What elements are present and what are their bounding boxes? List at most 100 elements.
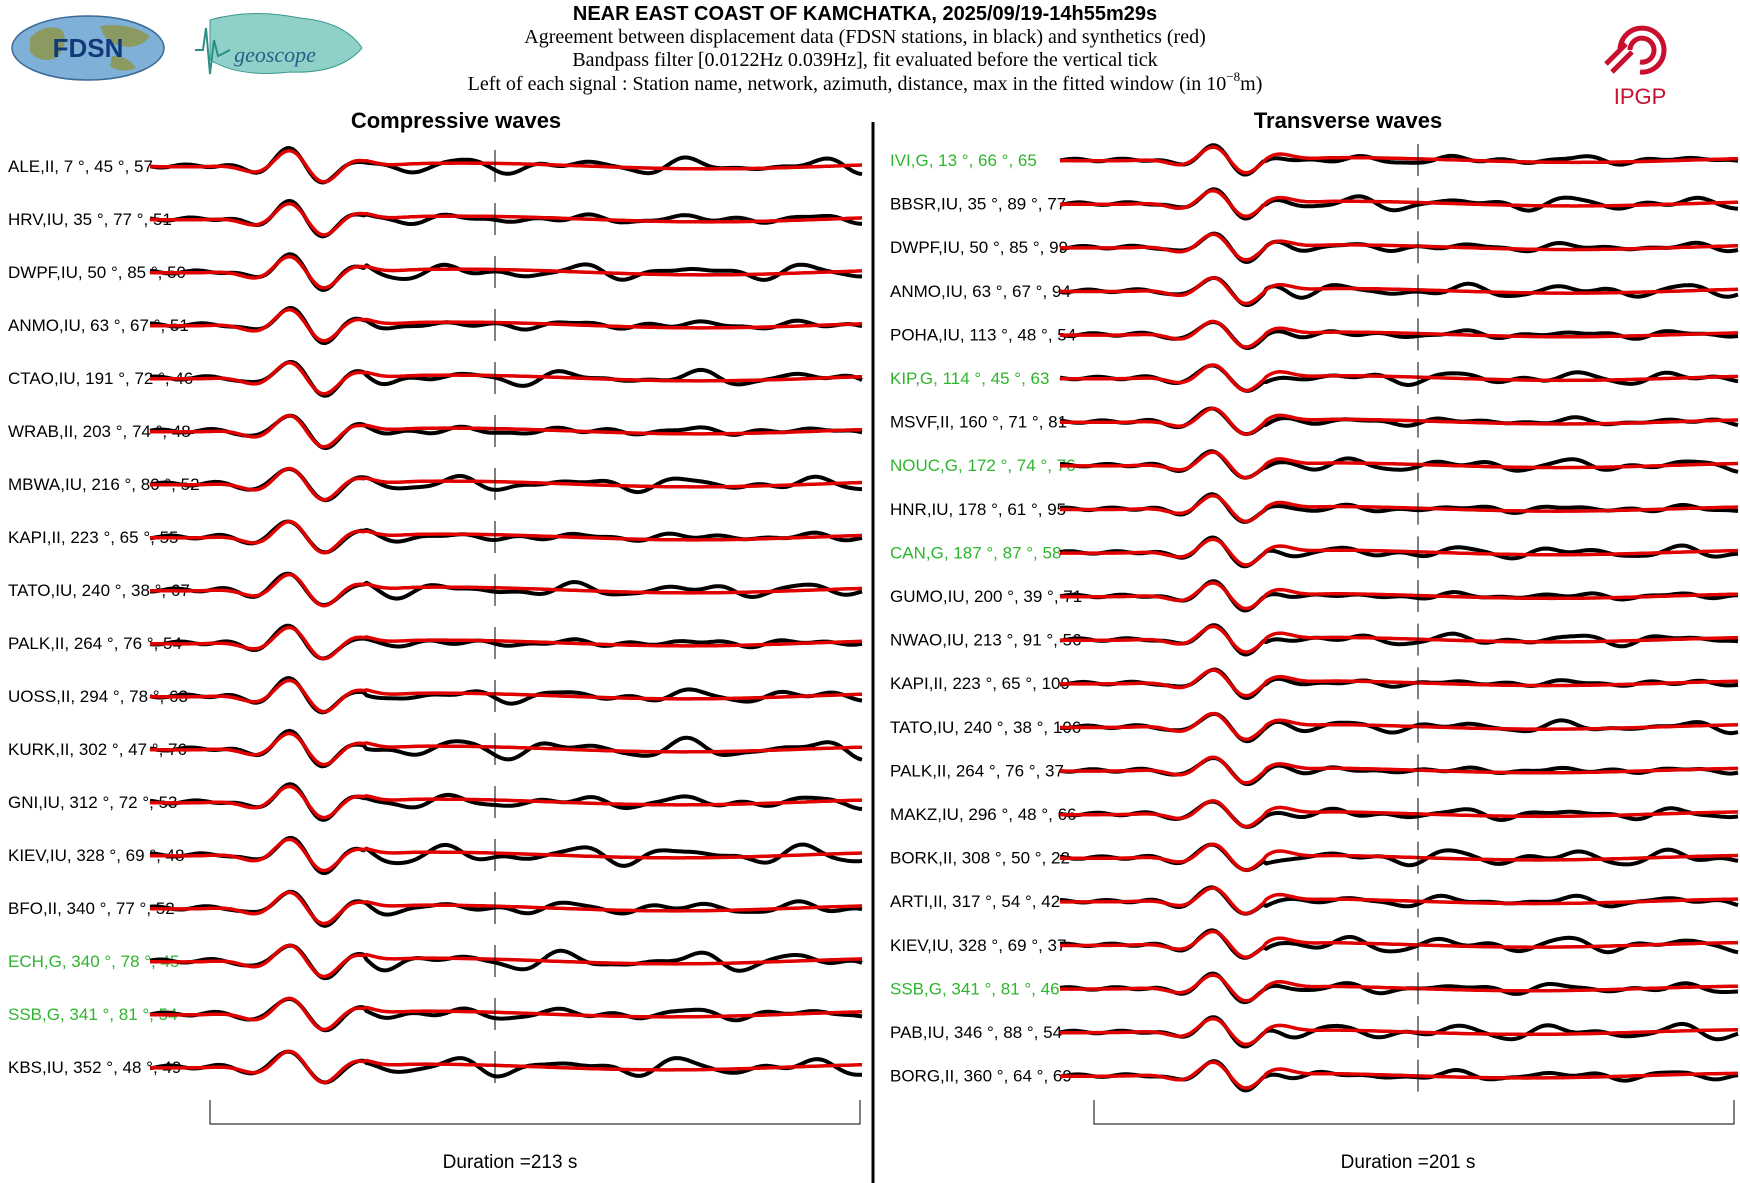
data-waveform	[149, 519, 863, 555]
station-trace: KAPI,II, 223 °, 65 °, 109	[890, 667, 1739, 701]
station-trace: ANMO,IU, 63 °, 67 °, 94	[890, 274, 1739, 308]
station-label: KIEV,IU, 328 °, 69 °, 37	[890, 936, 1066, 955]
synthetic-waveform	[150, 413, 863, 449]
synthetic-waveform	[1060, 1060, 1738, 1090]
subtitle-bandpass: Bandpass filter [0.0122Hz 0.039Hz], fit …	[572, 49, 1157, 71]
station-trace: TATO,IU, 240 °, 38 °, 106	[890, 710, 1739, 744]
station-label: ECH,G, 340 °, 78 °, 45	[8, 952, 179, 971]
station-label: CTAO,IU, 191 °, 72 °, 46	[8, 369, 193, 388]
station-label: UOSS,II, 294 °, 78 °, 63	[8, 687, 188, 706]
synthetic-waveform	[150, 307, 863, 343]
station-label: SSB,G, 341 °, 81 °, 54	[8, 1005, 178, 1024]
station-trace: KIP,G, 114 °, 45 °, 63	[890, 362, 1739, 394]
compressive-panel: ALE,II, 7 °, 45 °, 57 HRV,IU, 35 °, 77 °,…	[8, 146, 863, 1085]
station-trace: CTAO,IU, 191 °, 72 °, 46	[8, 360, 863, 398]
station-trace: POHA,IU, 113 °, 48 °, 54	[890, 318, 1739, 351]
station-trace: BFO,II, 340 °, 77 °, 52	[8, 889, 863, 928]
synthetic-waveform	[150, 837, 863, 873]
station-label: ANMO,IU, 63 °, 67 °, 51	[8, 316, 189, 335]
station-trace: GUMO,IU, 200 °, 39 °, 71	[890, 579, 1738, 613]
station-trace: SSB,G, 341 °, 81 °, 54	[8, 996, 863, 1033]
station-label: DWPF,IU, 50 °, 85 °, 50	[8, 263, 186, 282]
station-trace: ARTI,II, 317 °, 54 °, 42	[890, 885, 1739, 918]
station-trace: BORG,II, 360 °, 64 °, 69	[890, 1059, 1739, 1093]
synthetic-waveform	[150, 201, 863, 237]
data-waveform	[149, 198, 862, 239]
station-trace: BORK,II, 308 °, 50 °, 22	[890, 841, 1739, 874]
station-trace: TATO,IU, 240 °, 38 °, 67	[8, 571, 863, 608]
station-label: MSVF,II, 160 °, 71 °, 81	[890, 413, 1067, 432]
station-label: BFO,II, 340 °, 77 °, 52	[8, 899, 175, 918]
station-label: NWAO,IU, 213 °, 91 °, 56	[890, 631, 1082, 650]
synthetic-waveform	[150, 943, 863, 979]
synthetic-waveform	[150, 784, 863, 820]
station-label: CAN,G, 187 °, 87 °, 58	[890, 543, 1061, 562]
synthetic-waveform	[1060, 276, 1739, 306]
figure-title: NEAR EAST COAST OF KAMCHATKA, 2025/09/19…	[573, 3, 1157, 25]
synthetic-waveform	[1060, 406, 1738, 436]
synthetic-waveform	[1060, 188, 1739, 219]
station-trace: HRV,IU, 35 °, 77 °, 51	[8, 198, 863, 239]
station-label: MBWA,IU, 216 °, 80 °, 52	[8, 475, 200, 494]
synthetic-waveform	[150, 1049, 862, 1085]
station-trace: KIEV,IU, 328 °, 69 °, 48	[8, 835, 863, 876]
station-trace: BBSR,IU, 35 °, 89 °, 77	[890, 187, 1739, 221]
station-label: KAPI,II, 223 °, 65 °, 55	[8, 528, 178, 547]
station-trace: NWAO,IU, 213 °, 91 °, 56	[890, 623, 1739, 657]
station-trace: MBWA,IU, 216 °, 80 °, 52	[8, 466, 863, 503]
station-trace: ECH,G, 340 °, 78 °, 45	[8, 943, 863, 981]
synthetic-waveform	[150, 360, 863, 396]
duration-bracket-transverse	[1093, 1100, 1735, 1125]
synthetic-waveform	[150, 466, 863, 502]
station-label: SSB,G, 341 °, 81 °, 46	[890, 979, 1060, 998]
synthetic-waveform	[1060, 755, 1738, 785]
station-label: KURK,II, 302 °, 47 °, 76	[8, 740, 187, 759]
synthetic-waveform	[1059, 319, 1738, 349]
station-trace: HNR,IU, 178 °, 61 °, 95	[890, 492, 1739, 525]
compressive-title: Compressive waves	[351, 108, 561, 133]
fdsn-logo-text: FDSN	[53, 33, 124, 63]
subtitle-agreement: Agreement between displacement data (FDS…	[524, 26, 1205, 48]
station-label: BORK,II, 308 °, 50 °, 22	[890, 849, 1070, 868]
synthetic-waveform	[1060, 1016, 1738, 1047]
station-label: GNI,IU, 312 °, 72 °, 53	[8, 793, 178, 812]
synthetic-waveform	[1060, 886, 1738, 916]
synthetic-waveform	[150, 731, 862, 767]
station-label: KIP,G, 114 °, 45 °, 63	[890, 369, 1049, 388]
station-trace: ANMO,IU, 63 °, 67 °, 51	[8, 306, 863, 346]
station-label: ALE,II, 7 °, 45 °, 57	[8, 157, 153, 176]
station-label: GUMO,IU, 200 °, 39 °, 71	[890, 587, 1082, 606]
synthetic-waveform	[1060, 799, 1739, 829]
duration-bracket-compressive	[209, 1100, 861, 1125]
geoscope-logo-text: geoscope	[234, 42, 316, 67]
station-trace: IVI,G, 13 °, 66 °, 65	[890, 143, 1739, 177]
station-trace: PAB,IU, 346 °, 88 °, 54	[890, 1015, 1739, 1049]
station-label: TATO,IU, 240 °, 38 °, 67	[8, 581, 190, 600]
synthetic-waveform	[1060, 668, 1738, 698]
station-label: HNR,IU, 178 °, 61 °, 95	[890, 500, 1066, 519]
station-label: TATO,IU, 240 °, 38 °, 106	[890, 718, 1081, 737]
synthetic-waveform	[1060, 711, 1739, 742]
station-label: WRAB,II, 203 °, 74 °, 48	[8, 422, 191, 441]
station-trace: KURK,II, 302 °, 47 °, 76	[8, 728, 863, 769]
station-trace: MSVF,II, 160 °, 71 °, 81	[890, 405, 1739, 438]
station-trace: WRAB,II, 203 °, 74 °, 48	[8, 413, 863, 451]
station-label: KBS,IU, 352 °, 48 °, 49	[8, 1058, 181, 1077]
station-trace: NOUC,G, 172 °, 74 °, 76	[890, 449, 1739, 482]
station-label: DWPF,IU, 50 °, 85 °, 99	[890, 238, 1068, 257]
synthetic-waveform	[1060, 929, 1739, 959]
station-trace: GNI,IU, 312 °, 72 °, 53	[8, 782, 863, 822]
subtitle-legend-note: Left of each signal : Station name, netw…	[468, 69, 1263, 95]
station-trace: CAN,G, 187 °, 87 °, 58	[890, 535, 1739, 569]
station-trace: DWPF,IU, 50 °, 85 °, 50	[8, 252, 862, 292]
transverse-panel: IVI,G, 13 °, 66 °, 65 BBSR,IU, 35 °, 89 °…	[890, 143, 1739, 1093]
synthetic-waveform	[1060, 973, 1739, 1003]
ipgp-logo: IPGP	[1604, 25, 1667, 109]
synthetic-waveform	[1060, 145, 1739, 175]
station-label: HRV,IU, 35 °, 77 °, 51	[8, 210, 172, 229]
synthetic-waveform	[149, 254, 862, 290]
synthetic-waveform	[1060, 537, 1739, 567]
synthetic-waveform	[149, 625, 863, 661]
station-trace: PALK,II, 264 °, 76 °, 37	[890, 754, 1739, 787]
station-label: KAPI,II, 223 °, 65 °, 109	[890, 674, 1070, 693]
